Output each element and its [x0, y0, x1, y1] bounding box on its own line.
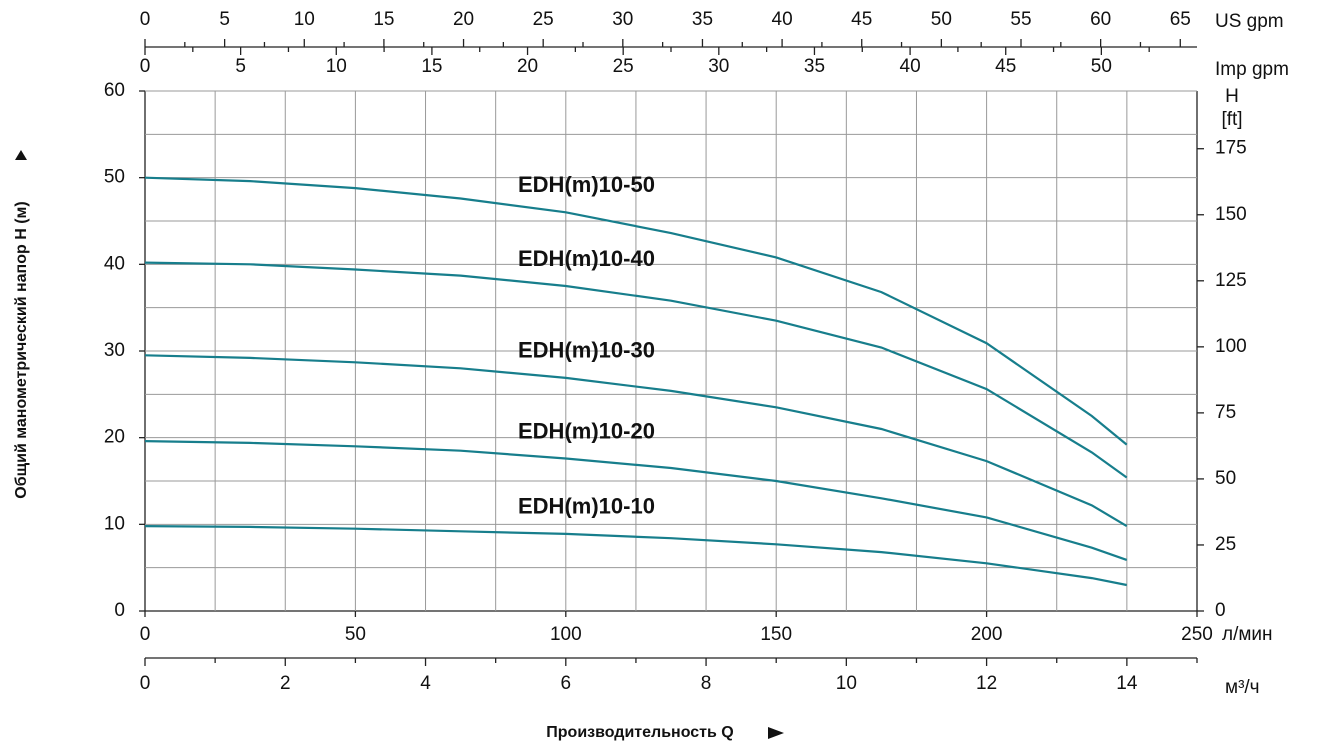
- m3h_axis-tick-label: 0: [140, 673, 151, 694]
- y2-tick-label: 175: [1215, 138, 1247, 159]
- y-axis-title: Общий манометрический напор H (м): [13, 201, 30, 498]
- y2-unit: [ft]: [1221, 109, 1242, 130]
- us_gpm_axis-tick-label: 35: [692, 9, 713, 30]
- x-tick-label: 250: [1181, 624, 1213, 645]
- us_gpm_axis-tick-label: 20: [453, 9, 474, 30]
- y2-tick-label: 0: [1215, 600, 1226, 621]
- y2-tick-label: 75: [1215, 402, 1236, 423]
- y2-tick-label: 25: [1215, 534, 1236, 555]
- m3h_axis-tick-label: 2: [280, 673, 291, 694]
- pump-curve: [144, 354, 1128, 528]
- us-gpm-unit: US gpm: [1215, 11, 1284, 32]
- us_gpm_axis-tick-label: 45: [851, 9, 872, 30]
- us_gpm_axis-tick-label: 60: [1090, 9, 1111, 30]
- us_gpm_axis-tick-label: 65: [1170, 9, 1191, 30]
- x-tick-label: 50: [345, 624, 366, 645]
- us_gpm_axis-tick-label: 15: [373, 9, 394, 30]
- us_gpm_axis-tick-label: 40: [772, 9, 793, 30]
- pump-curve: [144, 525, 1127, 587]
- imp_gpm_axis-tick-label: 30: [708, 56, 729, 77]
- curve-label: EDH(m)10-30: [518, 338, 655, 363]
- curve-label: EDH(m)10-10: [518, 494, 655, 519]
- us_gpm_axis-tick-label: 0: [140, 9, 151, 30]
- x-axis-title: Производительность Q: [546, 724, 733, 741]
- y2-tick-label: 125: [1215, 270, 1247, 291]
- curve-label: EDH(m)10-50: [518, 172, 655, 197]
- y-arrow: [15, 150, 27, 160]
- y2-label: H: [1225, 86, 1239, 107]
- y-tick-label: 50: [104, 167, 125, 188]
- pump-curve: [144, 176, 1128, 446]
- imp_gpm_axis-tick-label: 40: [900, 56, 921, 77]
- us_gpm_axis-tick-label: 5: [219, 9, 230, 30]
- imp_gpm_axis-tick-label: 5: [235, 56, 246, 77]
- imp_gpm_axis-tick-label: 0: [140, 56, 151, 77]
- x-tick-label: 200: [971, 624, 1003, 645]
- x-tick-label: 100: [550, 624, 582, 645]
- y-tick-label: 10: [104, 513, 125, 534]
- imp-gpm-unit: Imp gpm: [1215, 59, 1289, 80]
- m3h_axis-tick-label: 14: [1116, 673, 1138, 694]
- imp_gpm_axis-tick-label: 25: [613, 56, 634, 77]
- m3h_axis-tick-label: 6: [561, 673, 572, 694]
- y-tick-label: 20: [104, 427, 125, 448]
- imp_gpm_axis-tick-label: 50: [1091, 56, 1112, 77]
- y-tick-label: 30: [104, 340, 125, 361]
- us_gpm_axis-tick-label: 55: [1010, 9, 1031, 30]
- y2-tick-label: 50: [1215, 468, 1236, 489]
- imp_gpm_axis-tick-label: 35: [804, 56, 825, 77]
- pump-curve: [144, 261, 1128, 479]
- m3h-unit: м³/ч: [1225, 677, 1260, 698]
- imp_gpm_axis-tick-label: 20: [517, 56, 538, 77]
- m3h_axis-tick-label: 10: [836, 673, 857, 694]
- us_gpm_axis-tick-label: 10: [294, 9, 315, 30]
- m3h_axis-tick-label: 12: [976, 673, 997, 694]
- curve-label: EDH(m)10-20: [518, 418, 655, 443]
- imp_gpm_axis-tick-label: 45: [995, 56, 1016, 77]
- y-tick-label: 60: [104, 80, 125, 101]
- y-tick-label: 0: [114, 600, 125, 621]
- m3h_axis-tick-label: 8: [701, 673, 712, 694]
- curve-label: EDH(m)10-40: [518, 246, 655, 271]
- y2-tick-label: 100: [1215, 336, 1247, 357]
- x-arrow: [768, 727, 784, 739]
- us_gpm_axis-tick-label: 50: [931, 9, 952, 30]
- imp_gpm_axis-tick-label: 15: [421, 56, 442, 77]
- us_gpm_axis-tick-label: 25: [533, 9, 554, 30]
- y2-tick-label: 150: [1215, 204, 1247, 225]
- x-unit: л/мин: [1222, 624, 1273, 645]
- x-tick-label: 0: [140, 624, 151, 645]
- pump-curve: [144, 440, 1128, 561]
- us_gpm_axis-tick-label: 30: [612, 9, 633, 30]
- y-tick-label: 40: [104, 253, 125, 274]
- x-tick-label: 150: [760, 624, 792, 645]
- imp_gpm_axis-tick-label: 10: [326, 56, 347, 77]
- m3h_axis-tick-label: 4: [420, 673, 431, 694]
